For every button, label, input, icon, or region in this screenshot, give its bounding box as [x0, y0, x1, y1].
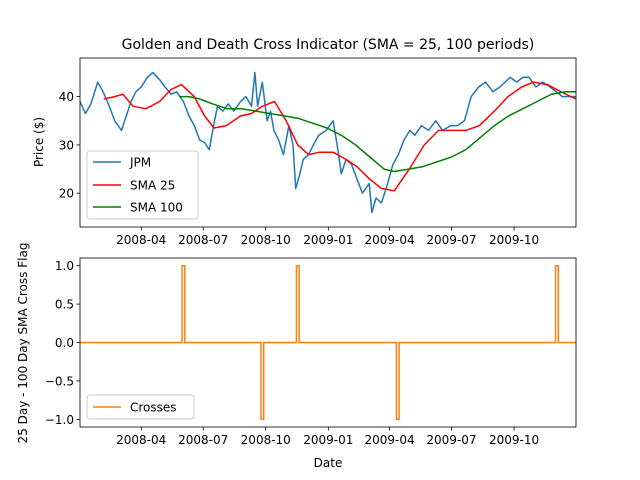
cross-flag-y-tick-label: 1.0	[55, 259, 74, 273]
price-x-tick-label: 2008-07	[178, 233, 228, 247]
price-x-ticks: 2008-04 2008-07 2008-10 2009-01 2009-04 2009-…	[116, 227, 539, 247]
cross-flag-y-axis-label: 25 Day - 100 Day SMA Cross Flag	[16, 243, 30, 444]
cross-flag-x-tick-label: 2008-04	[116, 433, 166, 447]
price-x-tick-label: 2009-04	[365, 233, 415, 247]
price-x-tick-label: 2008-10	[241, 233, 291, 247]
cross-flag-y-ticks: −1.0 −0.5 0.0 0.5 1.0	[45, 259, 80, 427]
price-lines	[79, 71, 577, 214]
series-sma100-line	[179, 91, 576, 173]
cross-flag-x-axis-label: Date	[314, 456, 343, 470]
legend-sma100-label: SMA 100	[130, 201, 183, 215]
price-y-tick-label: 30	[59, 138, 74, 152]
cross-flag-legend: Crosses	[86, 394, 195, 420]
price-x-tick-label: 2008-04	[116, 233, 166, 247]
cross-flag-x-tick-label: 2009-07	[426, 433, 476, 447]
cross-flag-y-tick-label: −0.5	[45, 374, 74, 388]
price-axes: 2008-04 2008-07 2008-10 2009-01 2009-04 2009-…	[32, 57, 577, 247]
legend-jpm-label: JPM	[129, 156, 151, 170]
price-x-tick-label: 2009-07	[426, 233, 476, 247]
series-sma25-line	[103, 81, 577, 192]
cross-flag-legend-box	[86, 394, 195, 420]
cross-flag-x-tick-label: 2008-10	[241, 433, 291, 447]
price-y-axis-label: Price ($)	[32, 117, 46, 167]
cross-flag-y-tick-label: −1.0	[45, 413, 74, 427]
series-jpm-line	[79, 71, 576, 214]
cross-flag-x-tick-label: 2009-10	[489, 433, 539, 447]
legend-crosses-label: Crosses	[130, 401, 177, 415]
price-y-tick-label: 20	[59, 187, 74, 201]
cross-flag-y-tick-label: 0.0	[55, 336, 74, 350]
cross-flag-lines	[80, 264, 576, 421]
series-crosses-line	[80, 264, 576, 421]
legend-sma25-label: SMA 25	[130, 179, 175, 193]
chart-title: Golden and Death Cross Indicator (SMA = …	[122, 37, 535, 53]
price-x-tick-label: 2009-01	[303, 233, 353, 247]
price-y-tick-label: 40	[59, 90, 74, 104]
cross-flag-y-tick-label: 0.5	[55, 298, 74, 312]
cross-flag-x-tick-label: 2008-07	[178, 433, 228, 447]
cross-flag-x-ticks: 2008-04 2008-07 2008-10 2009-01 2009-04 2009-…	[116, 427, 539, 447]
price-legend-box	[86, 150, 199, 220]
price-legend: JPM SMA 25 SMA 100	[86, 150, 199, 220]
cross-flag-axes: 2008-04 2008-07 2008-10 2009-01 2009-04 2009-…	[16, 243, 577, 470]
cross-flag-x-tick-label: 2009-04	[365, 433, 415, 447]
price-y-ticks: 20 30 40	[59, 90, 80, 201]
cross-flag-x-tick-label: 2009-01	[303, 433, 353, 447]
price-x-tick-label: 2009-10	[489, 233, 539, 247]
